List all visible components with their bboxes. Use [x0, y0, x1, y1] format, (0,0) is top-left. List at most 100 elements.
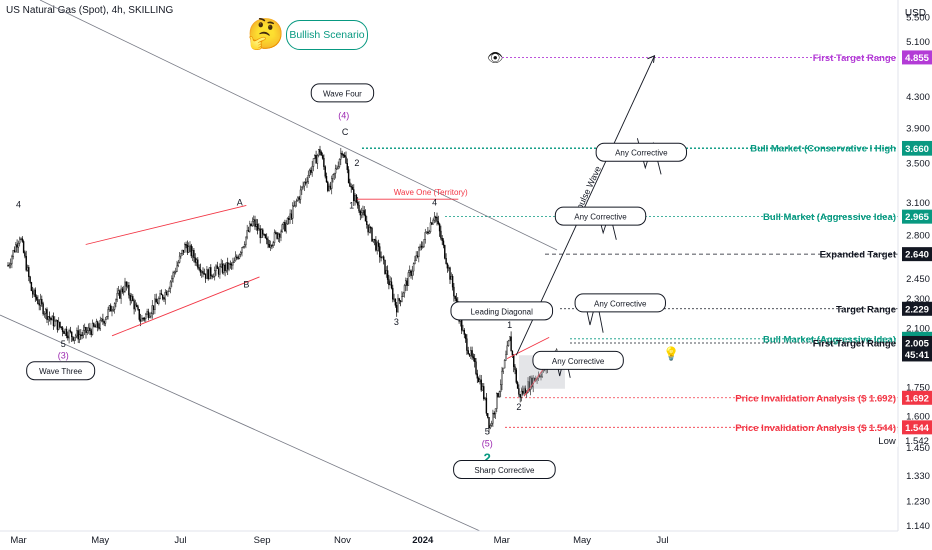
price-tag-bg — [902, 209, 932, 224]
candle-body — [233, 260, 235, 263]
candle-body — [272, 242, 274, 246]
level-label: Price Invalidation Analysis ($ 1.544) — [735, 423, 896, 434]
level-label: Price Invalidation Analysis ($ 1.692) — [735, 393, 896, 404]
candle-body — [197, 259, 199, 268]
candle-body — [226, 262, 229, 270]
channel-line-upper — [39, 0, 558, 251]
candle-body — [372, 238, 374, 242]
candle-body — [82, 329, 85, 336]
candle-body — [509, 336, 511, 342]
candle-body — [54, 320, 56, 327]
wave-one-label: Wave One (Territory) — [394, 188, 468, 197]
candle-body — [185, 244, 187, 246]
candle-body — [138, 309, 141, 320]
candle-body — [345, 156, 347, 164]
candle-body — [219, 266, 221, 275]
candle-body — [327, 181, 329, 191]
candle-body — [200, 271, 203, 273]
candle-body — [454, 295, 456, 299]
candle-body — [514, 366, 516, 371]
candle-body — [394, 298, 397, 306]
candle-body — [383, 256, 385, 261]
note-box — [532, 350, 624, 370]
diagonal-upper — [506, 336, 550, 360]
candle-body — [60, 326, 62, 328]
candle-body — [420, 245, 423, 248]
y-tick-label: 4.300 — [906, 92, 930, 103]
price-tag: 2.640 — [905, 250, 929, 261]
price-tag: 2.965 — [905, 212, 929, 223]
candle-body — [275, 232, 277, 234]
candle-body — [143, 318, 146, 320]
x-tick-label: Jul — [174, 535, 186, 546]
candle-body — [498, 391, 501, 397]
candle-body — [315, 155, 317, 164]
candle-body — [411, 270, 413, 276]
price-tag-bg — [902, 420, 932, 435]
candle-body — [392, 287, 394, 300]
note-box — [453, 459, 556, 479]
candle-body — [377, 242, 380, 247]
candle-body — [208, 267, 211, 280]
candle-body — [239, 252, 242, 255]
candle-body — [259, 228, 261, 238]
candle-body — [217, 268, 220, 275]
candle-body — [225, 262, 228, 271]
candle-body — [56, 319, 59, 330]
candle-body — [13, 250, 16, 252]
candle-body — [405, 280, 407, 286]
candle-body — [433, 216, 436, 221]
candle-body — [302, 185, 304, 188]
candle-body — [442, 240, 445, 246]
low-label-bg — [876, 433, 898, 447]
candle-body — [32, 290, 34, 295]
candle-body — [87, 327, 90, 332]
candle-body — [195, 259, 198, 263]
price-tag-bg — [902, 141, 932, 156]
candle-body — [191, 250, 194, 257]
level-label: First Target Range — [813, 338, 896, 349]
candle-body — [409, 270, 411, 273]
candle-body — [370, 227, 372, 229]
wave-label: 2 — [484, 450, 491, 465]
candle-body — [215, 265, 217, 271]
candle-body — [108, 305, 111, 310]
candle-body — [232, 262, 234, 266]
candle-body — [299, 189, 302, 200]
candle-body — [523, 387, 525, 394]
candle-body — [362, 210, 364, 213]
candle-body — [61, 327, 64, 332]
candle-body — [406, 280, 408, 286]
wave-label: 4 — [432, 197, 437, 207]
candle-body — [180, 253, 182, 257]
x-tick-label: Mar — [10, 535, 26, 546]
candle-body — [42, 303, 44, 314]
candle-body — [72, 336, 74, 341]
candle-body — [340, 152, 342, 160]
candle-body — [213, 270, 216, 277]
candle-body — [134, 304, 137, 310]
candle-body — [91, 323, 94, 335]
candle-body — [276, 232, 278, 239]
y-tick-label: 1.450 — [906, 443, 930, 454]
candle-body — [173, 271, 176, 274]
candle-body — [510, 336, 512, 352]
candle-body — [38, 303, 40, 306]
candle-body — [305, 182, 307, 184]
candle-body — [331, 178, 333, 189]
candle-body — [450, 276, 452, 280]
candle-body — [155, 298, 157, 303]
candle-body — [527, 381, 529, 393]
candle-body — [137, 306, 139, 310]
candle-body — [344, 155, 346, 158]
candle-body — [106, 316, 108, 320]
candle-body — [314, 155, 316, 159]
candle-body — [334, 168, 337, 174]
candle-body — [150, 313, 152, 317]
candle-body — [489, 425, 491, 429]
candle-body — [507, 340, 510, 347]
candle-body — [412, 263, 415, 272]
candle-body — [172, 272, 174, 279]
candle-body — [376, 242, 378, 251]
